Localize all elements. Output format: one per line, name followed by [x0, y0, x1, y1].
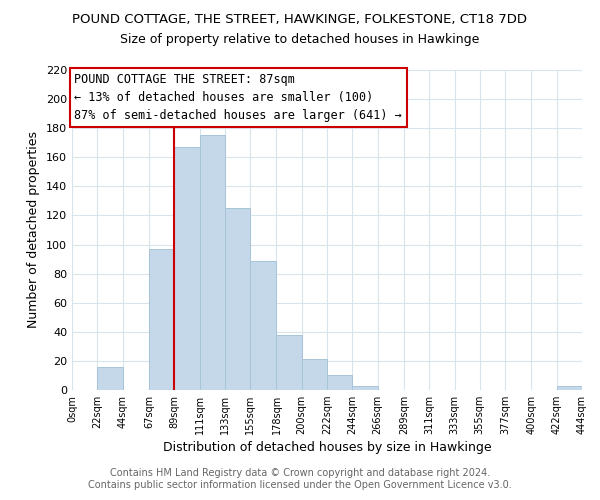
Bar [97, 366, 122, 390]
Bar [302, 360, 327, 390]
Bar [225, 208, 250, 390]
Bar [352, 386, 377, 390]
Bar [174, 147, 199, 390]
Bar [250, 260, 277, 390]
Bar [277, 334, 302, 390]
Text: Contains HM Land Registry data © Crown copyright and database right 2024.: Contains HM Land Registry data © Crown c… [110, 468, 490, 477]
Y-axis label: Number of detached properties: Number of detached properties [28, 132, 40, 328]
Bar [149, 249, 174, 390]
X-axis label: Distribution of detached houses by size in Hawkinge: Distribution of detached houses by size … [163, 442, 491, 454]
Text: POUND COTTAGE THE STREET: 87sqm
← 13% of detached houses are smaller (100)
87% o: POUND COTTAGE THE STREET: 87sqm ← 13% of… [74, 73, 402, 122]
Bar [557, 386, 582, 390]
Bar [327, 376, 352, 390]
Text: Contains public sector information licensed under the Open Government Licence v3: Contains public sector information licen… [88, 480, 512, 490]
Bar [199, 136, 225, 390]
Text: POUND COTTAGE, THE STREET, HAWKINGE, FOLKESTONE, CT18 7DD: POUND COTTAGE, THE STREET, HAWKINGE, FOL… [73, 12, 527, 26]
Text: Size of property relative to detached houses in Hawkinge: Size of property relative to detached ho… [121, 32, 479, 46]
